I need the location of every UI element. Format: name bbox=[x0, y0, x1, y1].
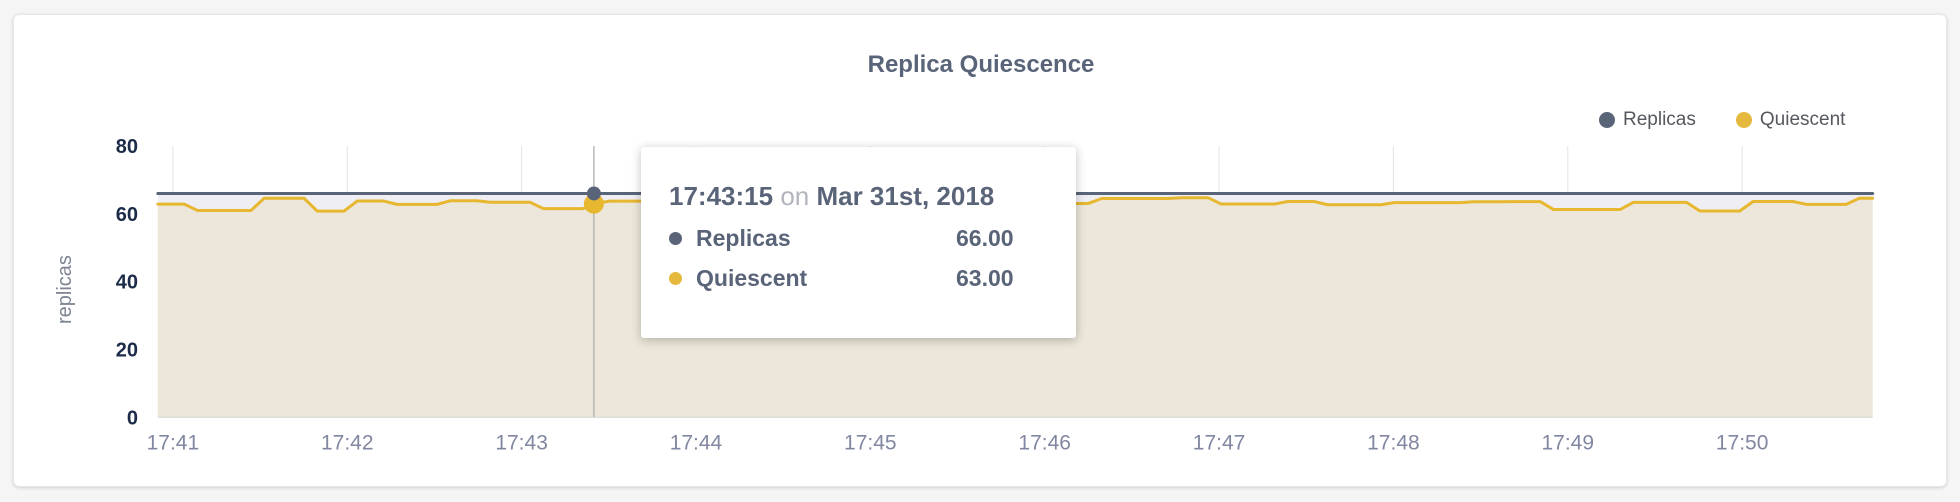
svg-text:60: 60 bbox=[116, 204, 138, 226]
svg-text:17:42: 17:42 bbox=[321, 431, 374, 454]
svg-text:20: 20 bbox=[116, 339, 138, 361]
svg-text:17:41: 17:41 bbox=[147, 431, 200, 454]
svg-text:17:47: 17:47 bbox=[1193, 431, 1246, 454]
svg-text:40: 40 bbox=[116, 272, 138, 294]
svg-text:80: 80 bbox=[116, 136, 138, 158]
svg-text:17:43: 17:43 bbox=[495, 431, 548, 454]
svg-text:17:46: 17:46 bbox=[1018, 431, 1071, 454]
svg-text:0: 0 bbox=[127, 407, 138, 429]
svg-text:17:45: 17:45 bbox=[844, 431, 897, 454]
svg-text:17:44: 17:44 bbox=[670, 431, 723, 454]
svg-text:17:49: 17:49 bbox=[1541, 431, 1594, 454]
svg-text:17:48: 17:48 bbox=[1367, 431, 1420, 454]
svg-text:17:50: 17:50 bbox=[1716, 431, 1769, 454]
